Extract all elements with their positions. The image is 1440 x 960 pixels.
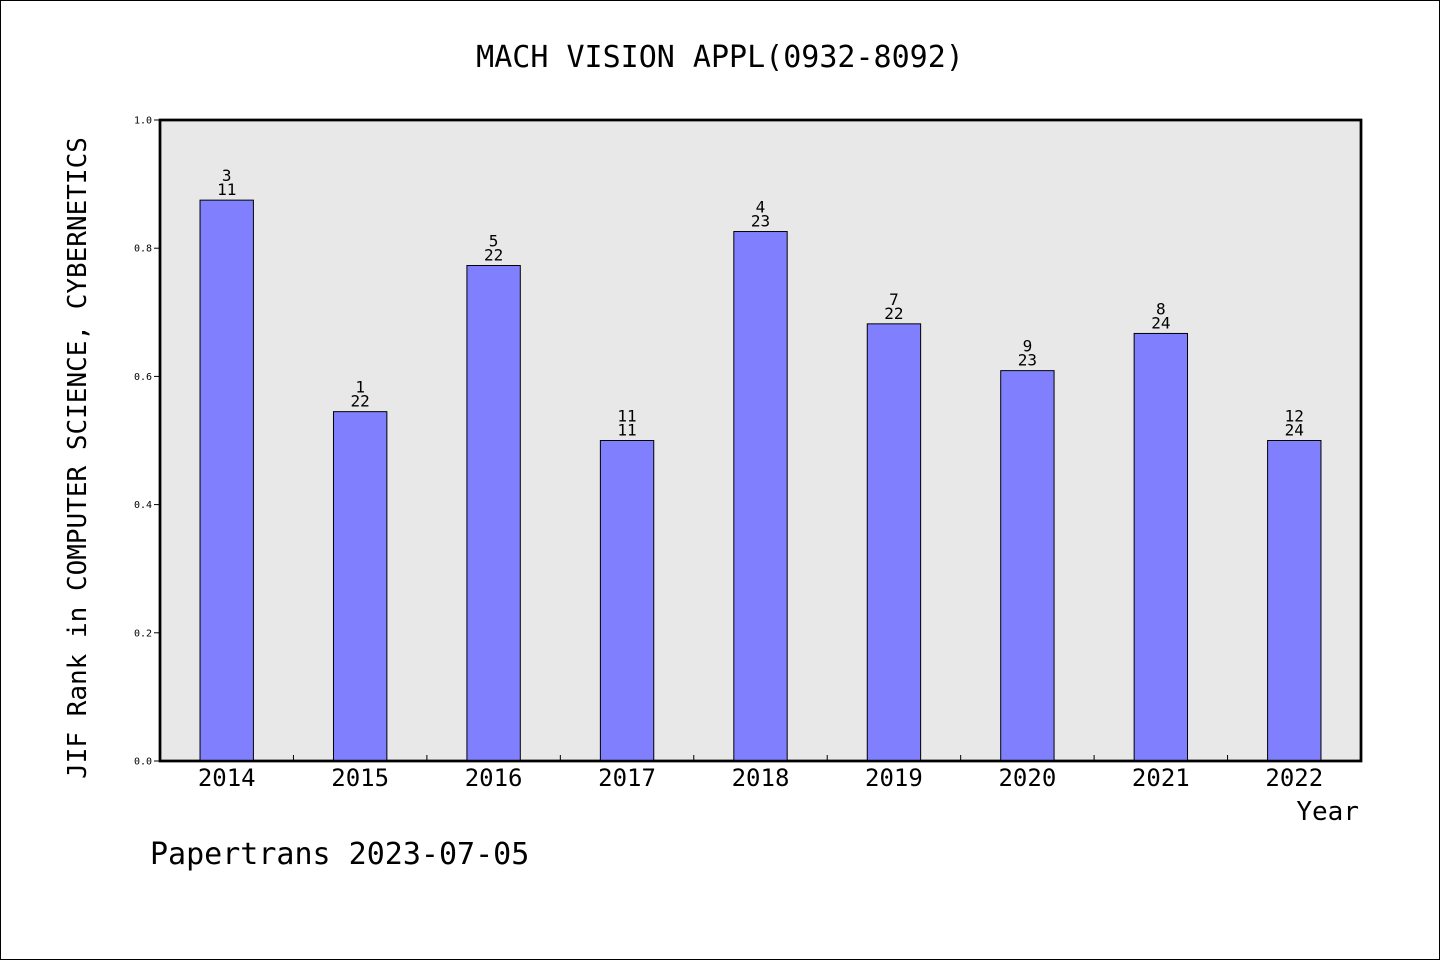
bar-total-label: 22: [884, 304, 903, 323]
x-tick-label: 2018: [732, 764, 790, 792]
y-tick-label: 0.6: [134, 372, 152, 383]
x-tick-label: 2014: [198, 764, 256, 792]
x-tick-label: 2021: [1132, 764, 1190, 792]
y-tick-label: 0.0: [134, 757, 152, 768]
x-tick-label: 2019: [865, 764, 923, 792]
bar-2020: [1000, 370, 1055, 762]
x-tick-label: 2015: [331, 764, 389, 792]
bar-rank-label: 9: [1023, 337, 1033, 356]
bar-total-label: 11: [217, 180, 236, 199]
bar-total-label: 11: [617, 421, 636, 440]
plot-border: [158, 118, 1363, 763]
x-axis-ticks: 2014 2015 2016 2017 2018 2019 2020 2021 2022: [198, 755, 1323, 792]
y-axis-ticks: 0.0 0.2 0.4 0.6 0.8 1.0: [134, 116, 160, 768]
bar-rank-label: 4: [756, 198, 766, 217]
bar-rank-label: 5: [489, 232, 499, 251]
bar-rank-label: 8: [1156, 299, 1166, 318]
y-tick-label: 0.2: [134, 628, 152, 639]
bar-2017: [599, 440, 655, 762]
bar-total-label: 24: [1151, 313, 1170, 332]
x-tick-label: 2016: [465, 764, 523, 792]
bar-rank-label: 12: [1285, 407, 1304, 426]
chart-title: MACH VISION APPL(0932-8092): [476, 40, 964, 75]
bar-2018: [733, 231, 788, 762]
x-tick-label: 2017: [598, 764, 656, 792]
bar-2019: [866, 323, 922, 762]
bar-total-label: 24: [1285, 421, 1304, 440]
bar-2014: [199, 199, 254, 762]
x-axis-label: Year: [1296, 797, 1359, 827]
bar-2022: [1267, 440, 1322, 762]
bar-rank-label: 3: [222, 166, 232, 185]
y-axis-label: JIF Rank in COMPUTER SCIENCE, CYBERNETIC…: [63, 137, 93, 779]
bar-2021: [1133, 332, 1189, 762]
y-tick-label: 0.4: [134, 500, 152, 511]
bar-2016: [466, 265, 521, 762]
y-tick-label: 1.0: [134, 116, 152, 127]
bars-layer: [199, 199, 1322, 762]
x-tick-label: 2020: [998, 764, 1056, 792]
bar-rank-label: 1: [355, 378, 365, 397]
x-tick-label: 2022: [1265, 764, 1323, 792]
bar-total-label: 22: [351, 392, 370, 411]
bar-total-label: 22: [484, 246, 503, 265]
footer-credit: Papertrans 2023-07-05: [150, 837, 529, 872]
bar-2015: [332, 411, 388, 762]
bar-total-label: 23: [751, 212, 770, 231]
bar-rank-label: 7: [889, 290, 899, 309]
bar-rank-label: 11: [617, 407, 636, 426]
y-tick-label: 0.8: [134, 244, 152, 255]
bar-total-label: 23: [1018, 351, 1037, 370]
